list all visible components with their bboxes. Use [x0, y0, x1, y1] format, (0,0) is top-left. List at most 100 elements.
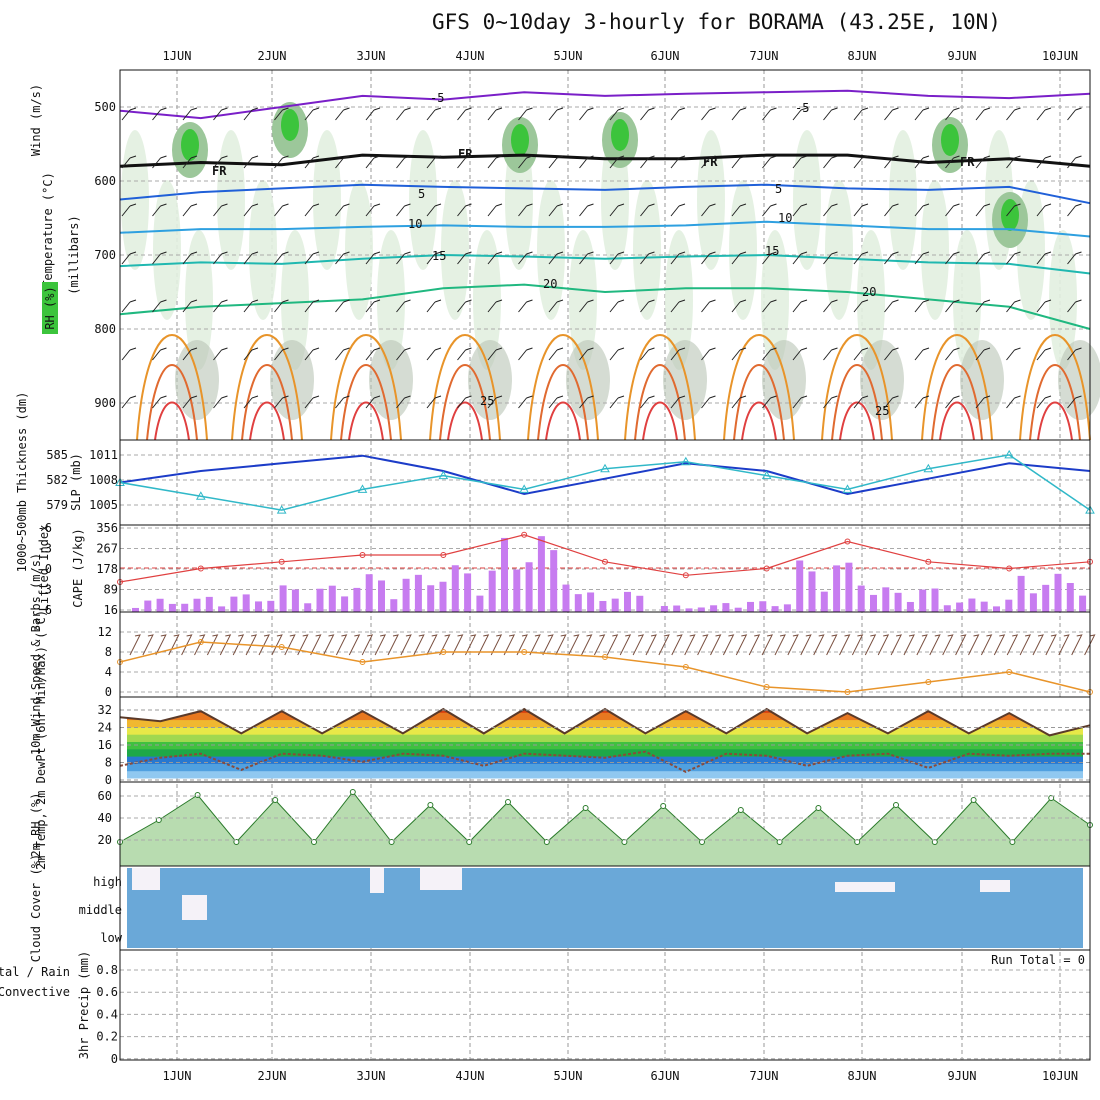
cape-bar	[771, 606, 779, 612]
wind-barb	[609, 203, 625, 217]
wind-barb	[213, 107, 228, 121]
wind-barb	[731, 251, 747, 265]
wind-barb-10m	[903, 634, 915, 656]
wind-barb-10m	[129, 634, 141, 656]
cape-bar	[759, 601, 767, 612]
wind-barb	[853, 299, 869, 313]
rh-shade	[697, 130, 725, 270]
wind-barb-10m	[568, 634, 580, 656]
temp-contour-35	[447, 401, 483, 441]
temp-contour-FR	[119, 153, 1091, 168]
cape-bar	[599, 600, 607, 612]
wind-barb-10m	[464, 634, 477, 656]
temp-contour-25	[723, 334, 795, 441]
wind-barb	[945, 203, 960, 217]
wind-barb	[975, 251, 991, 265]
rh-shade-low	[960, 340, 1004, 420]
slp-line	[119, 454, 1091, 496]
wind-barb	[792, 395, 808, 409]
cape-bar	[611, 598, 619, 612]
temp-line	[119, 707, 1091, 737]
wind-barb	[1036, 107, 1052, 121]
wind-barb	[396, 395, 411, 409]
x-tick-label-bottom: 7JUN	[750, 1069, 779, 1083]
rh-shade	[537, 180, 565, 320]
wind-barb	[914, 395, 930, 409]
wind-barb	[609, 347, 625, 361]
wind-barb	[1067, 203, 1082, 217]
wind-barb	[213, 299, 228, 313]
temp-contour--5	[119, 89, 1091, 120]
temp-contour-30	[733, 364, 785, 441]
wind-barb	[426, 107, 442, 121]
wind-barb	[914, 251, 930, 265]
rh-shade-low	[762, 340, 806, 420]
wind-barb	[426, 155, 442, 169]
cape-bar	[156, 598, 164, 612]
wind-barb-10m	[503, 634, 516, 656]
wind-barb-10m	[890, 634, 903, 656]
rh-area	[120, 792, 1090, 866]
wind-barb	[304, 203, 320, 217]
wind-barb	[304, 155, 320, 169]
contour-label: 25	[875, 404, 889, 418]
cape-bar	[796, 560, 804, 612]
wind-barb	[152, 203, 167, 217]
wind-barb	[701, 203, 716, 217]
wind-barb	[884, 203, 899, 217]
slp-tick-label: 1011	[89, 448, 118, 462]
wind-barb-10m	[632, 634, 645, 656]
temp-contour-25	[1019, 334, 1091, 441]
cloud-gap	[980, 880, 1010, 892]
cape-bar	[710, 605, 718, 612]
rh-shade-low	[270, 340, 314, 420]
wind-barb	[1006, 203, 1021, 217]
wind-barb-10m	[232, 634, 245, 656]
contour-label: -5	[795, 101, 809, 115]
x-tick-label-bottom: 1JUN	[163, 1069, 192, 1083]
wind-barb	[548, 299, 564, 313]
wind-barb	[884, 347, 899, 361]
wind-tick-label: 12	[98, 625, 112, 639]
wind-barb	[335, 251, 350, 265]
precip-side-label-rain: Total / Rain	[0, 965, 70, 979]
wind-barb	[213, 347, 228, 361]
wind-barb	[762, 107, 777, 121]
pressure-tick-label: 800	[94, 322, 116, 336]
x-tick-label-bottom: 5JUN	[554, 1069, 583, 1083]
wind-barb	[213, 203, 228, 217]
cape-bar	[181, 603, 189, 612]
wind-barb	[670, 155, 686, 169]
wind-barb-10m	[219, 634, 232, 656]
cape-bar	[501, 537, 508, 612]
wind-barb	[274, 203, 289, 217]
contour-label: 10	[778, 211, 792, 225]
wind-barb	[518, 347, 533, 361]
temp-contour-35	[839, 401, 875, 441]
wind-barb-10m	[297, 634, 309, 656]
wind-barb	[731, 299, 747, 313]
precip-tick-label: 0	[111, 1052, 118, 1066]
thickness-marker	[842, 484, 853, 493]
wind-barb	[548, 155, 564, 169]
wind-barb	[365, 299, 381, 313]
temp-contour-30	[439, 364, 491, 441]
wind-barb	[1036, 299, 1052, 313]
wind-barb	[670, 299, 686, 313]
wind-barb	[182, 251, 198, 265]
cape-bar	[144, 600, 152, 612]
wind-barb	[945, 107, 960, 121]
wind-barb	[335, 155, 350, 169]
wind-barb	[609, 299, 625, 313]
wind-barb	[853, 155, 869, 169]
wind-barb-10m	[826, 634, 838, 656]
li-marker	[440, 552, 447, 558]
cape-bar	[390, 599, 398, 612]
thickness-tick-label: 582	[46, 473, 68, 487]
li-tick-label: 3	[45, 583, 52, 597]
wind-barb	[579, 395, 594, 409]
cape-bar	[833, 565, 841, 612]
wind-barb-10m	[864, 634, 877, 656]
li-marker	[925, 558, 932, 565]
rh-shade	[633, 180, 661, 320]
